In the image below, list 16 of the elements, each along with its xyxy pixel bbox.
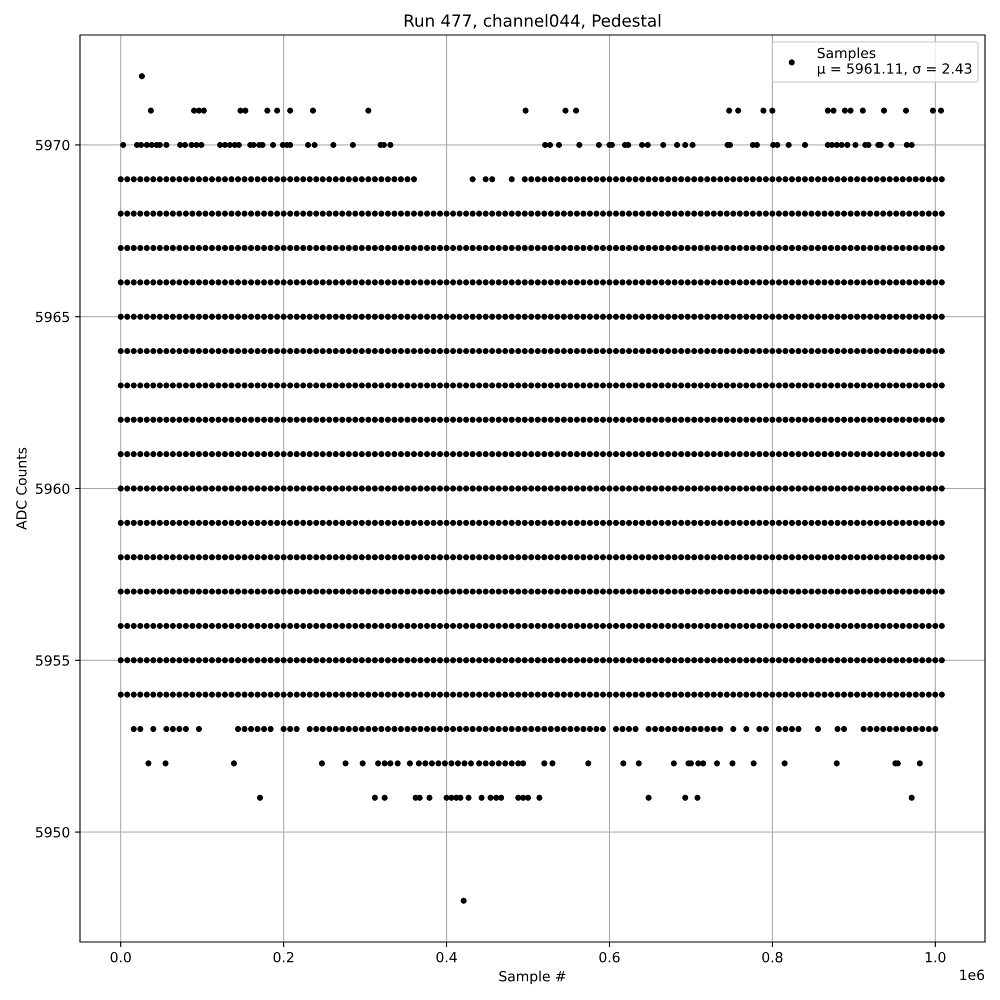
x-tick-label: 0.4 [436,952,457,962]
x-tick-label: 1.0 [926,952,946,962]
y-tick-label: 5965 [36,312,70,322]
y-axis-title: ADC Counts [16,448,27,530]
x-tick-label: 0.8 [762,952,782,962]
y-tick-label: 5950 [36,827,70,838]
legend-label: Samples μ = 5961.11, σ = 2.43 [818,48,972,76]
text: 1e6 [960,970,984,980]
y-tick-label: 5970 [36,140,70,150]
x-axis-title: Sample # [499,970,566,984]
chart-title: Run 477, channel044, Pedestal [404,14,660,29]
x-tick-label: 0.0 [110,952,131,962]
x-tick-label: 0.2 [274,952,294,962]
y-tick-label: 5955 [36,655,70,666]
x-tick-label: 0.6 [599,952,620,962]
y-tick-label: 5960 [36,483,70,494]
